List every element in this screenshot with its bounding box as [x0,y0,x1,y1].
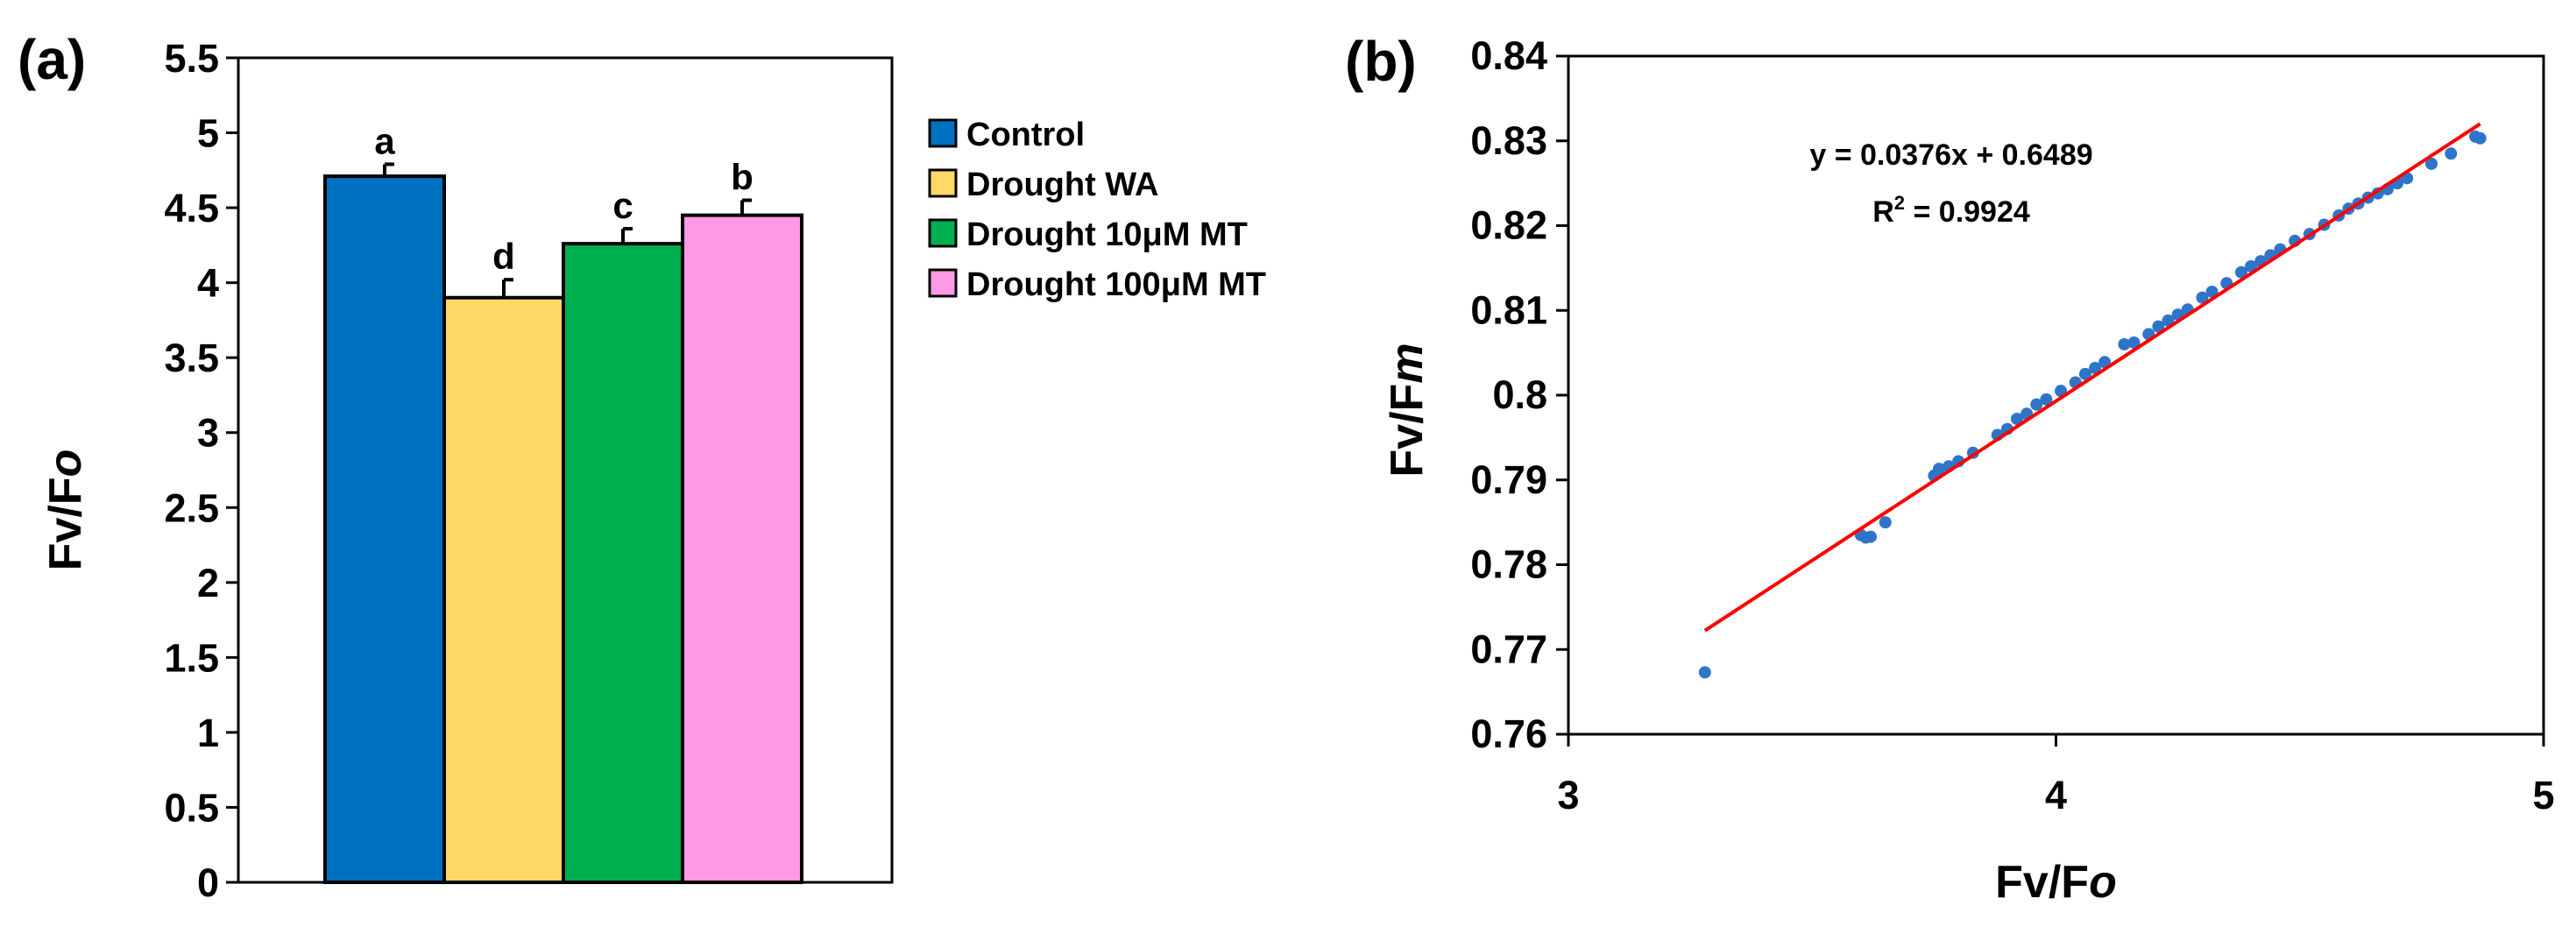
bar [442,295,565,884]
y-tick-label: 0.79 [1470,457,1547,502]
y-tick-label: 0.82 [1470,203,1547,248]
data-point [2152,320,2165,333]
significance-letter: b [731,157,754,198]
y-tick-label: 2.5 [164,485,219,530]
data-point [1879,516,1892,529]
legend-swatch [928,168,958,198]
trendline [1703,122,2481,633]
data-point [2205,285,2219,298]
significance-letter: a [374,120,395,161]
bar-chart-panel-a: 0 0.5 1 1.5 2 2.5 3 3.5 4 4.5 5 5.5 (a) Fv/Fo a d c b Cont… [18,28,1266,905]
data-point [1932,463,1945,476]
axis-title-part: /F [2049,857,2089,908]
panel-label: (b) [1345,30,1417,93]
data-point [2089,362,2102,375]
data-point [2196,291,2209,304]
y-tick-label: 4.5 [164,186,219,230]
legend-label: Drought 100μM MT [966,266,1266,303]
legend-swatch [928,118,958,148]
data-point [2162,314,2175,327]
trendline-equation: y = 0.0376x + 0.6489 [1809,138,2092,172]
y-tick-label: 5.5 [164,36,219,81]
bar [323,174,446,885]
y-tick-label: 0.76 [1470,711,1547,756]
axis-title-part: Fv [1382,424,1433,478]
legend-label: Control [966,117,1085,153]
y-tick-label: 5 [197,111,219,156]
y-tick-label: 0 [197,860,219,905]
bar [562,242,684,885]
y-tick-label: 0.83 [1470,118,1547,163]
axis-title-part: m [1382,343,1433,383]
legend-swatch [928,218,958,248]
y-tick-label: 1 [197,711,219,755]
r-squared-value: = 0.9924 [1905,195,2030,229]
y-tick-label: 0.81 [1470,287,1547,332]
scatter-chart-panel-b: 0.76 0.77 0.78 0.79 0.8 0.81 0.82 0.83 0.84 3 4 5 (b… [1345,30,2555,908]
y-tick-label: 2 [197,561,219,605]
data-point [2473,131,2487,145]
y-tick-label: 0.78 [1470,542,1547,587]
y-tick-label: 1.5 [164,635,219,680]
y-tick-label: 4 [197,261,219,306]
y-tick-label: 0.77 [1470,626,1547,671]
r-squared-symbol: R [1872,195,1894,229]
y-axis-title: Fv/Fo [40,449,91,571]
data-point [2040,393,2053,406]
r-squared-label: R2 = 0.9924 [1872,192,2030,229]
data-point [2078,367,2091,380]
x-tick-label: 3 [1557,773,1579,817]
axis-title-part: Fv [40,518,91,571]
data-point [2118,337,2131,350]
significance-letter: c [612,185,633,226]
y-axis-title: Fv/Fm [1382,343,1433,477]
y-tick-label: 0.8 [1492,372,1547,417]
y-tick-label: 3.5 [164,336,219,380]
legend-label: Drought 10μM MT [966,216,1248,253]
data-point [2425,157,2438,170]
axis-title-part: o [40,449,91,478]
axis-title-part: o [2089,857,2117,908]
r-squared-superscript: 2 [1894,192,1905,214]
data-point [2127,336,2141,350]
data-point [1865,530,1878,543]
data-point [2445,147,2458,160]
x-tick-label: 4 [2045,773,2067,817]
y-tick-label: 3 [197,411,219,456]
data-point [1698,666,1711,679]
data-point [2234,265,2247,279]
significance-letter: d [492,236,515,277]
legend-swatch [928,268,958,298]
data-point [2245,259,2258,272]
data-point [2010,413,2023,426]
x-tick-label: 5 [2532,773,2554,817]
y-tick-label: 0.84 [1470,33,1547,78]
y-tick-label: 0.5 [164,785,219,830]
legend-label: Drought WA [966,166,1159,203]
axis-title-part: /F [40,477,91,517]
axis-title-part: Fv [1995,857,2049,908]
bar [681,213,803,885]
axis-title-part: /F [1382,384,1433,424]
data-point [2030,398,2043,411]
x-axis-title: Fv/Fo [1995,857,2117,908]
panel-label: (a) [18,28,86,91]
